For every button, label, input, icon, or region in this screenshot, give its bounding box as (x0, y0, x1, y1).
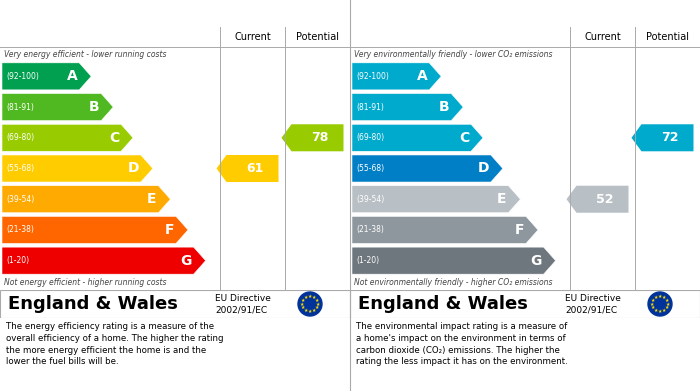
Polygon shape (352, 216, 538, 244)
Polygon shape (2, 186, 170, 213)
Text: ★: ★ (664, 305, 669, 310)
Text: ★: ★ (662, 295, 666, 300)
Text: (21-38): (21-38) (356, 226, 384, 235)
Polygon shape (216, 155, 279, 182)
Text: The energy efficiency rating is a measure of the
overall efficiency of a home. T: The energy efficiency rating is a measur… (6, 322, 223, 366)
Text: ★: ★ (662, 308, 666, 313)
Text: (39-54): (39-54) (6, 195, 34, 204)
Circle shape (298, 292, 322, 316)
Text: ★: ★ (658, 309, 662, 314)
Text: ★: ★ (664, 298, 669, 303)
Text: ★: ★ (316, 301, 320, 307)
Polygon shape (352, 124, 483, 151)
Text: C: C (108, 131, 119, 145)
Text: 61: 61 (246, 162, 263, 175)
Circle shape (648, 292, 672, 316)
Polygon shape (2, 63, 91, 90)
Text: G: G (180, 254, 192, 268)
Polygon shape (352, 186, 520, 213)
Text: Potential: Potential (296, 32, 339, 42)
Text: (21-38): (21-38) (6, 226, 34, 235)
Text: E: E (147, 192, 156, 206)
Text: (1-20): (1-20) (6, 256, 29, 265)
Text: (55-68): (55-68) (6, 164, 34, 173)
Text: ★: ★ (312, 295, 316, 300)
Text: (81-91): (81-91) (6, 102, 34, 111)
Text: ★: ★ (300, 301, 304, 307)
Text: 2002/91/EC: 2002/91/EC (565, 305, 617, 314)
Text: 2002/91/EC: 2002/91/EC (215, 305, 267, 314)
Text: Current: Current (234, 32, 271, 42)
Text: Environmental Impact (CO₂) Rating: Environmental Impact (CO₂) Rating (358, 7, 620, 20)
Text: Not energy efficient - higher running costs: Not energy efficient - higher running co… (4, 278, 167, 287)
Text: (55-68): (55-68) (356, 164, 384, 173)
Text: Current: Current (584, 32, 621, 42)
Text: Very environmentally friendly - lower CO₂ emissions: Very environmentally friendly - lower CO… (354, 50, 552, 59)
Text: Very energy efficient - lower running costs: Very energy efficient - lower running co… (4, 50, 167, 59)
Text: Energy Efficiency Rating: Energy Efficiency Rating (8, 7, 191, 20)
Text: (81-91): (81-91) (356, 102, 384, 111)
Text: (69-80): (69-80) (6, 133, 34, 142)
Text: ★: ★ (314, 305, 319, 310)
Polygon shape (566, 186, 629, 213)
Text: ★: ★ (651, 305, 655, 310)
Text: (92-100): (92-100) (6, 72, 39, 81)
Text: Potential: Potential (646, 32, 689, 42)
Text: EU Directive: EU Directive (215, 294, 271, 303)
Text: 52: 52 (596, 193, 613, 206)
Polygon shape (2, 93, 113, 120)
Text: ★: ★ (312, 308, 316, 313)
Text: D: D (127, 161, 139, 176)
Text: (1-20): (1-20) (356, 256, 379, 265)
Text: 72: 72 (661, 131, 678, 144)
Text: The environmental impact rating is a measure of
a home's impact on the environme: The environmental impact rating is a mea… (356, 322, 568, 366)
Text: C: C (458, 131, 469, 145)
Text: EU Directive: EU Directive (565, 294, 621, 303)
Text: F: F (164, 223, 174, 237)
Text: A: A (66, 69, 77, 83)
Text: ★: ★ (658, 294, 662, 299)
Text: D: D (477, 161, 489, 176)
Polygon shape (352, 155, 503, 182)
Text: ★: ★ (654, 308, 658, 313)
Text: ★: ★ (308, 309, 312, 314)
Polygon shape (2, 155, 153, 182)
Text: G: G (530, 254, 542, 268)
Polygon shape (352, 93, 463, 120)
Text: ★: ★ (304, 308, 308, 313)
Text: ★: ★ (301, 305, 305, 310)
Text: B: B (439, 100, 449, 114)
Text: F: F (514, 223, 524, 237)
Text: (39-54): (39-54) (356, 195, 384, 204)
Text: England & Wales: England & Wales (8, 295, 178, 313)
Text: ★: ★ (308, 294, 312, 299)
Text: ★: ★ (654, 295, 658, 300)
Polygon shape (281, 124, 344, 151)
Text: A: A (416, 69, 427, 83)
Polygon shape (352, 63, 441, 90)
Text: 78: 78 (311, 131, 328, 144)
Text: ★: ★ (666, 301, 670, 307)
Polygon shape (352, 247, 556, 274)
Text: E: E (497, 192, 506, 206)
Text: ★: ★ (650, 301, 655, 307)
Polygon shape (2, 216, 188, 244)
Text: (69-80): (69-80) (356, 133, 384, 142)
Text: Not environmentally friendly - higher CO₂ emissions: Not environmentally friendly - higher CO… (354, 278, 552, 287)
Text: ★: ★ (304, 295, 308, 300)
Text: B: B (89, 100, 99, 114)
Text: ★: ★ (301, 298, 305, 303)
Polygon shape (2, 247, 206, 274)
Text: ★: ★ (651, 298, 655, 303)
Polygon shape (631, 124, 694, 151)
Text: England & Wales: England & Wales (358, 295, 528, 313)
Text: ★: ★ (314, 298, 319, 303)
Polygon shape (2, 124, 133, 151)
Text: (92-100): (92-100) (356, 72, 389, 81)
